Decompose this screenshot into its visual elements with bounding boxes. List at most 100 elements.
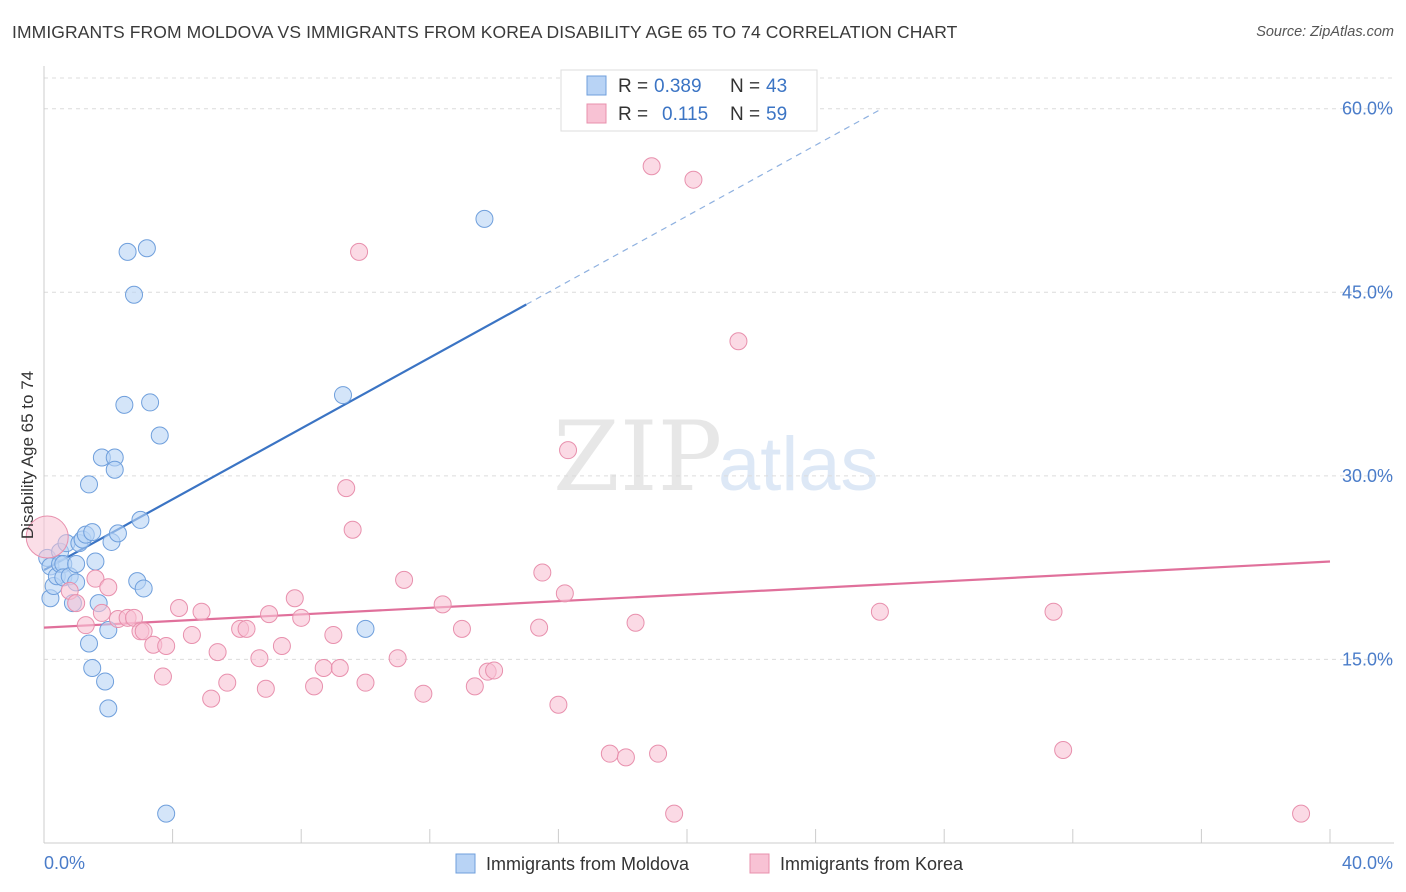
point-korea xyxy=(86,569,105,588)
point-korea xyxy=(600,744,619,763)
point-korea xyxy=(870,602,889,621)
point-moldova xyxy=(83,523,102,542)
point-korea xyxy=(549,695,568,714)
point-korea xyxy=(356,673,375,692)
point-korea xyxy=(250,649,269,668)
point-korea xyxy=(305,677,324,696)
data-points xyxy=(25,157,1311,823)
point-moldova xyxy=(157,804,176,823)
legend-swatch-moldova xyxy=(586,75,607,96)
y-axis-label: Disability Age 65 to 74 xyxy=(18,371,37,539)
point-moldova xyxy=(134,579,153,598)
point-korea xyxy=(729,332,748,351)
point-korea xyxy=(272,636,291,655)
point-korea xyxy=(99,578,118,597)
point-korea xyxy=(555,584,574,603)
point-korea xyxy=(616,748,635,767)
point-moldova xyxy=(137,239,156,258)
series-legend-label-moldova: Immigrants from Moldova xyxy=(486,854,690,874)
x-tick-label: 40.0% xyxy=(1342,853,1393,873)
point-korea xyxy=(395,570,414,589)
point-korea xyxy=(388,649,407,668)
point-korea xyxy=(285,589,304,608)
point-moldova xyxy=(108,524,127,543)
trend-extension-moldova xyxy=(525,109,881,306)
legend-n-label-moldova: N = xyxy=(730,76,760,97)
point-korea xyxy=(665,804,684,823)
point-moldova xyxy=(80,634,99,653)
y-tick-label: 15.0% xyxy=(1342,649,1393,669)
point-moldova xyxy=(67,554,86,573)
y-tick-label: 60.0% xyxy=(1342,99,1393,119)
point-moldova xyxy=(86,552,105,571)
chart-title: IMMIGRANTS FROM MOLDOVA VS IMMIGRANTS FR… xyxy=(12,22,958,42)
point-korea xyxy=(530,618,549,637)
point-korea xyxy=(260,605,279,624)
point-korea xyxy=(559,441,578,460)
series-legend-swatch-korea xyxy=(749,853,770,874)
point-moldova xyxy=(131,510,150,529)
point-korea xyxy=(153,667,172,686)
watermark-zip: ZIP xyxy=(553,401,722,513)
point-moldova xyxy=(115,395,134,414)
point-korea xyxy=(92,603,111,622)
legend-r-label-moldova: R = xyxy=(618,76,648,97)
legend-n-label-korea: N = xyxy=(730,104,760,125)
point-korea xyxy=(1054,740,1073,759)
point-korea xyxy=(343,520,362,539)
point-korea xyxy=(256,679,275,698)
point-moldova xyxy=(356,619,375,638)
legend-r-value-korea: 0.115 xyxy=(662,104,708,125)
point-moldova xyxy=(141,393,160,412)
point-korea xyxy=(208,643,227,662)
point-korea xyxy=(25,515,69,559)
series-legend-swatch-moldova xyxy=(455,853,476,874)
watermark-atlas: atlas xyxy=(718,422,879,507)
point-korea xyxy=(170,599,189,618)
legend-swatch-korea xyxy=(586,103,607,124)
source-label: Source: ZipAtlas.com xyxy=(1256,24,1394,40)
legend-n-value-moldova: 43 xyxy=(766,76,787,97)
x-tick-label: 0.0% xyxy=(44,853,85,873)
point-moldova xyxy=(125,285,144,304)
series-legend-label-korea: Immigrants from Korea xyxy=(780,854,964,874)
point-korea xyxy=(314,658,333,677)
point-moldova xyxy=(475,209,494,228)
point-korea xyxy=(485,661,504,680)
point-korea xyxy=(202,689,221,708)
y-tick-label: 30.0% xyxy=(1342,466,1393,486)
y-tick-label: 45.0% xyxy=(1342,282,1393,302)
stats-legend: R = 0.389 N = 43 R = 0.115 N = 59 xyxy=(560,69,818,132)
point-korea xyxy=(1044,602,1063,621)
point-moldova xyxy=(99,699,118,718)
point-korea xyxy=(626,613,645,632)
point-moldova xyxy=(333,386,352,405)
point-moldova xyxy=(150,426,169,445)
point-korea xyxy=(642,157,661,176)
trend-lines xyxy=(43,109,1331,629)
point-korea xyxy=(649,744,668,763)
point-korea xyxy=(433,595,452,614)
trend-line-korea xyxy=(43,560,1331,629)
point-korea xyxy=(350,242,369,261)
legend-r-value-moldova: 0.389 xyxy=(654,76,702,97)
point-korea xyxy=(684,170,703,189)
point-korea xyxy=(324,625,343,644)
point-moldova xyxy=(83,658,102,677)
point-korea xyxy=(157,636,176,655)
point-korea xyxy=(292,608,311,627)
tick-labels: 15.0% 30.0% 45.0% 60.0% 0.0% 40.0% xyxy=(44,99,1393,873)
point-korea xyxy=(67,594,86,613)
grid xyxy=(44,77,1394,660)
point-moldova xyxy=(118,242,137,261)
trend-line-moldova xyxy=(43,303,527,572)
point-korea xyxy=(182,625,201,644)
point-korea xyxy=(414,684,433,703)
point-korea xyxy=(1292,804,1311,823)
point-korea xyxy=(192,602,211,621)
legend-n-value-korea: 59 xyxy=(766,104,787,125)
point-korea xyxy=(465,677,484,696)
point-moldova xyxy=(80,475,99,494)
point-korea xyxy=(533,563,552,582)
